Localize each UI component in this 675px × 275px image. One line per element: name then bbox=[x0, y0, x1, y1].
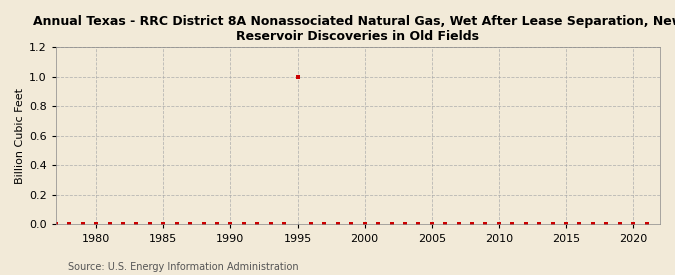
Y-axis label: Billion Cubic Feet: Billion Cubic Feet bbox=[15, 88, 25, 184]
Title: Annual Texas - RRC District 8A Nonassociated Natural Gas, Wet After Lease Separa: Annual Texas - RRC District 8A Nonassoci… bbox=[33, 15, 675, 43]
Text: Source: U.S. Energy Information Administration: Source: U.S. Energy Information Administ… bbox=[68, 262, 298, 272]
